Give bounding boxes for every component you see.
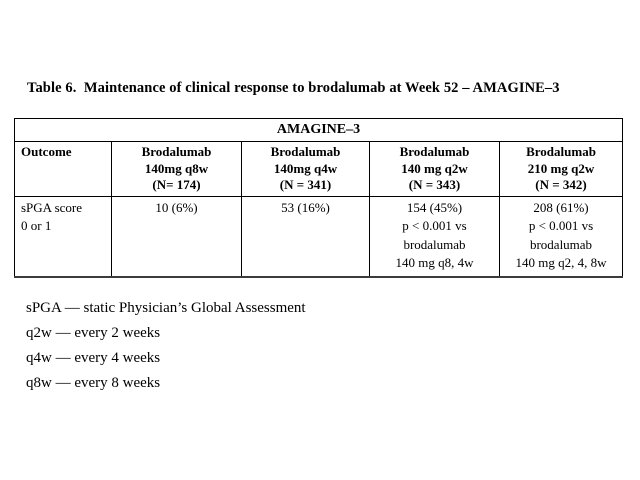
col-header-brodalumab-140mg-q4w: Brodalumab 140mg q4w (N = 341) [241, 141, 370, 197]
cell-result-140mg-q8w: 10 (6%) [111, 195, 242, 278]
footnote-q8w: q8w — every 8 weeks [26, 375, 161, 391]
table-row: sPGA score 0 or 1 10 (6%) 53 (16%) 154 (… [14, 195, 624, 278]
col-header-brodalumab-140mg-q2w: Brodalumab 140 mg q2w (N = 343) [369, 141, 500, 197]
cell-result-210mg-q2w: 208 (61%) p < 0.001 vs brodalumab 140 mg… [498, 195, 624, 278]
col-header-outcome: Outcome [14, 141, 112, 197]
table-title: Table 6. Maintenance of clinical respons… [27, 80, 560, 96]
footnotes: sPGA — static Physician’s Global Assessm… [26, 296, 306, 396]
results-table: AMAGINE–3 Outcome Brodalumab 140mg q8w (… [13, 118, 624, 278]
footnote-q4w: q4w — every 4 weeks [26, 350, 161, 366]
table-header-row: Outcome Brodalumab 140mg q8w (N= 174) Br… [14, 141, 624, 197]
cell-result-140mg-q4w: 53 (16%) [241, 195, 370, 278]
table-group-row: AMAGINE–3 [13, 118, 624, 142]
cell-outcome: sPGA score 0 or 1 [14, 195, 112, 278]
col-header-brodalumab-210mg-q2w: Brodalumab 210 mg q2w (N = 342) [498, 141, 624, 197]
footnote-spga: sPGA — static Physician’s Global Assessm… [26, 300, 306, 316]
table-group-header: AMAGINE–3 [13, 118, 624, 142]
col-header-brodalumab-140mg-q8w: Brodalumab 140mg q8w (N= 174) [111, 141, 242, 197]
cell-result-140mg-q2w: 154 (45%) p < 0.001 vs brodalumab 140 mg… [369, 195, 500, 278]
footnote-q2w: q2w — every 2 weeks [26, 325, 161, 341]
